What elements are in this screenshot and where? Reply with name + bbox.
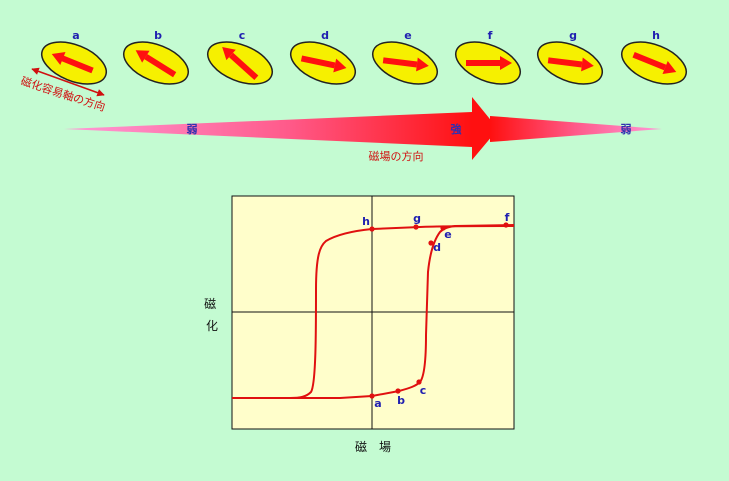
- x-axis-label: 磁 場: [355, 439, 391, 454]
- y-axis-label-char-1: 磁: [204, 296, 216, 311]
- field-strength-arrow: [64, 97, 662, 160]
- point-d-label: d: [433, 241, 441, 254]
- point-h-label: h: [362, 215, 370, 228]
- field-arrow-head-icon: [472, 97, 498, 160]
- point-e-label: e: [444, 228, 451, 241]
- point-c-label: c: [420, 384, 427, 397]
- domain-b: [123, 41, 189, 85]
- point-a-label: a: [374, 397, 381, 410]
- field-weak-left-label: 弱: [187, 123, 198, 136]
- domain-label-b: b: [154, 29, 162, 42]
- domain-f: [455, 41, 521, 85]
- point-f-label: f: [505, 211, 510, 224]
- magnetization-arrow-icon: [144, 54, 177, 78]
- domain-label-c: c: [239, 29, 246, 42]
- domain-label-e: e: [404, 29, 411, 42]
- field-gradient-left: [64, 112, 472, 147]
- magnetization-arrow-icon: [229, 52, 259, 80]
- point-e-marker: [440, 225, 446, 231]
- field-direction-label: 磁場の方向: [369, 149, 424, 163]
- point-b-label: b: [397, 394, 405, 407]
- domain-label-g: g: [569, 29, 577, 42]
- magnetization-arrow-icon: [547, 57, 583, 68]
- magnetization-arrow-icon: [300, 55, 336, 69]
- field-weak-right-label: 弱: [621, 123, 632, 136]
- field-gradient-right: [490, 116, 662, 142]
- hysteresis-upper-branch: [232, 225, 515, 399]
- domain-e: [372, 41, 438, 85]
- domain-label-h: h: [652, 29, 660, 42]
- point-a-marker: [369, 393, 375, 399]
- point-b-marker: [395, 388, 401, 394]
- point-d-marker: [428, 240, 434, 246]
- domain-label-a: a: [72, 29, 79, 42]
- domain-h: [621, 41, 687, 85]
- domain-label-d: d: [321, 29, 329, 42]
- domain-d: [290, 41, 356, 85]
- domain-g: [537, 41, 603, 85]
- hysteresis-graph: a b c d e f g h 磁 化 磁 場: [204, 195, 515, 454]
- field-strong-label: 強: [451, 122, 462, 136]
- domain-c: [207, 41, 273, 85]
- point-c-marker: [416, 379, 422, 385]
- domain-label-f: f: [488, 29, 493, 42]
- y-axis-label-char-2: 化: [206, 319, 218, 333]
- magnetization-arrow-icon: [632, 51, 667, 71]
- easy-axis-double-arrow-icon: [31, 67, 105, 97]
- magnetization-arrow-icon: [382, 57, 418, 68]
- point-h-marker: [369, 226, 375, 232]
- y-axis-label: 磁 化: [204, 296, 220, 333]
- point-f-marker: [503, 222, 509, 228]
- point-g-marker: [413, 224, 419, 230]
- point-g-label: g: [413, 212, 421, 225]
